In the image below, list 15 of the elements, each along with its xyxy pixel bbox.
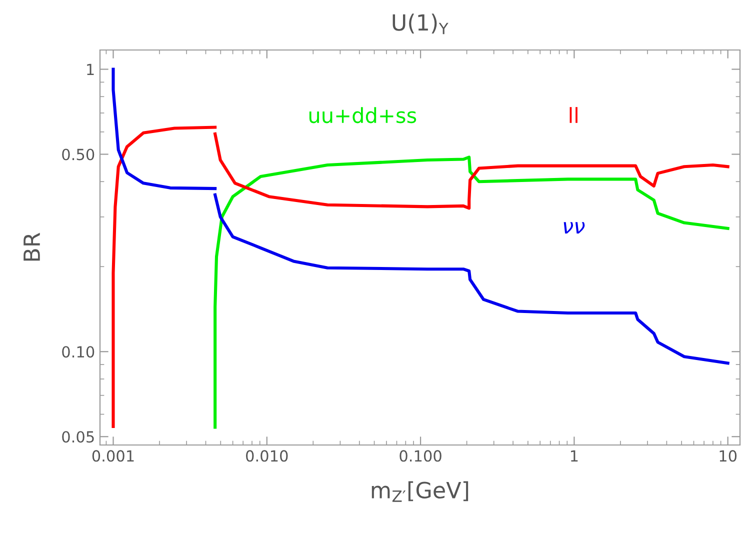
y-tick-label: 0.10 bbox=[62, 346, 94, 358]
text: νν bbox=[564, 222, 585, 234]
text: ll bbox=[570, 107, 578, 123]
y-axis-title: BR bbox=[24, 232, 40, 261]
x-tick-label: 10 bbox=[720, 450, 737, 462]
y-tick-label: 0.05 bbox=[62, 431, 94, 443]
x-tick-label: 0.001 bbox=[92, 450, 134, 462]
series-label: uu+dd+ss bbox=[309, 107, 416, 124]
x-tick-label: 0.010 bbox=[246, 450, 288, 462]
x-axis-title: m$_{Z′}$[GeV] bbox=[372, 481, 468, 502]
x-tick-label: 0.100 bbox=[400, 450, 442, 462]
x-tick-label: 1 bbox=[571, 450, 578, 462]
y-tick-label: 1 bbox=[87, 64, 94, 76]
y-tick-label: 0.50 bbox=[62, 148, 94, 160]
chart-title: U(1)$_{Y}$ bbox=[392, 14, 448, 34]
